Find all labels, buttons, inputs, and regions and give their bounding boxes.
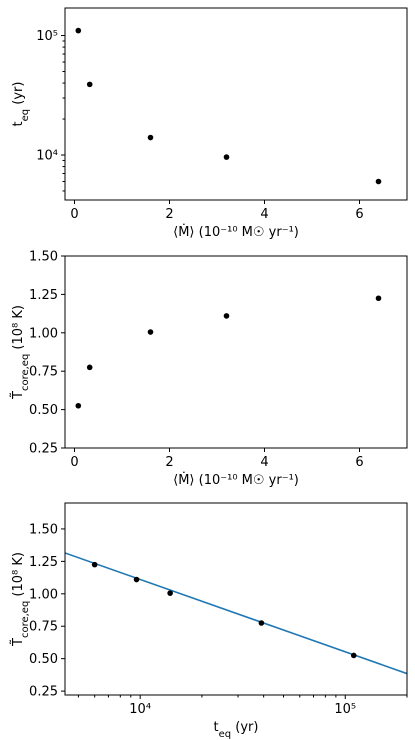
x-tick-label: 2 (165, 455, 173, 470)
data-point (258, 620, 265, 626)
y-tick-label: 1.00 (29, 587, 58, 602)
y-axis-label: T̃core,eq (10⁸ K) (11, 305, 31, 400)
x-tick-label: 2 (165, 207, 173, 222)
data-point (223, 313, 230, 319)
y-tick-label: 10⁵ (36, 29, 58, 44)
data-point (133, 576, 140, 583)
y-axis-label: T̃core,eq (10⁸ K) (11, 552, 31, 647)
data-point (75, 27, 82, 34)
axes-frame (64, 7, 408, 201)
y-tick-label: 1.25 (29, 288, 58, 303)
y-tick-label: 0.25 (29, 685, 58, 700)
data-point (86, 81, 93, 88)
y-tick-label: 0.50 (29, 403, 58, 418)
x-tick-label: 4 (260, 455, 268, 470)
chart-panel-3: 10⁴ 10⁵ 0.25 0.50 0.75 1.00 1.25 1.50 teq (yr) T̃… (11, 502, 408, 740)
axes-frame (64, 502, 408, 696)
chart-panel-1: 0 2 4 6 10⁴ 10⁵ ⟨Ṁ⟩ (10⁻¹⁰ M☉ yr⁻¹) teq (yr) (11, 7, 408, 240)
y-tick-label: 10⁴ (36, 148, 58, 163)
axes-frame (64, 255, 408, 449)
y-tick-label: 0.25 (29, 442, 58, 457)
y-tick-label: 0.75 (29, 620, 58, 635)
x-tick-label: 4 (260, 207, 268, 222)
x-tick-label: 0 (70, 455, 78, 470)
data-point (167, 590, 173, 596)
data-point (147, 329, 154, 335)
data-point (223, 154, 230, 160)
y-axis-label: teq (yr) (11, 82, 31, 127)
x-tick-label: 10⁴ (129, 702, 151, 717)
data-point (350, 652, 357, 659)
data-point (375, 295, 382, 302)
fit-line (65, 552, 407, 675)
x-tick-label: 0 (70, 207, 78, 222)
y-tick-label: 1.50 (29, 250, 58, 265)
x-tick-label: 10⁵ (334, 702, 356, 717)
data-point (75, 402, 82, 409)
data-point (91, 561, 98, 568)
x-tick-label: 6 (355, 455, 363, 470)
x-tick-label: 6 (355, 207, 363, 222)
y-tick-label: 1.50 (29, 522, 58, 537)
x-axis-label: ⟨Ṁ⟩ (10⁻¹⁰ M☉ yr⁻¹) (173, 472, 299, 488)
y-tick-label: 1.25 (29, 555, 58, 570)
chart-panel-2: 0 2 4 6 0.25 0.50 0.75 1.00 1.25 1.50 ⟨Ṁ⟩ (10⁻¹⁰ M… (11, 250, 408, 488)
y-tick-label: 0.50 (29, 652, 58, 667)
x-axis-label: ⟨Ṁ⟩ (10⁻¹⁰ M☉ yr⁻¹) (173, 224, 299, 240)
x-axis-label: teq (yr) (214, 720, 259, 740)
y-tick-label: 0.75 (29, 365, 58, 380)
data-point (86, 364, 93, 371)
data-point (375, 178, 382, 185)
data-point (147, 134, 154, 141)
y-tick-label: 1.00 (29, 326, 58, 341)
